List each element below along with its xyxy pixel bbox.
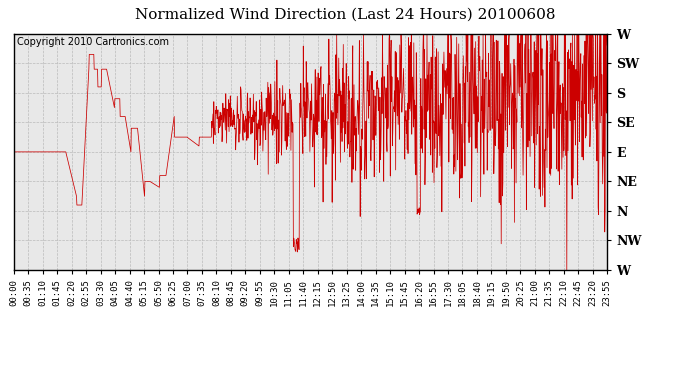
Text: Normalized Wind Direction (Last 24 Hours) 20100608: Normalized Wind Direction (Last 24 Hours… [135, 8, 555, 21]
Text: Copyright 2010 Cartronics.com: Copyright 2010 Cartronics.com [17, 37, 169, 47]
